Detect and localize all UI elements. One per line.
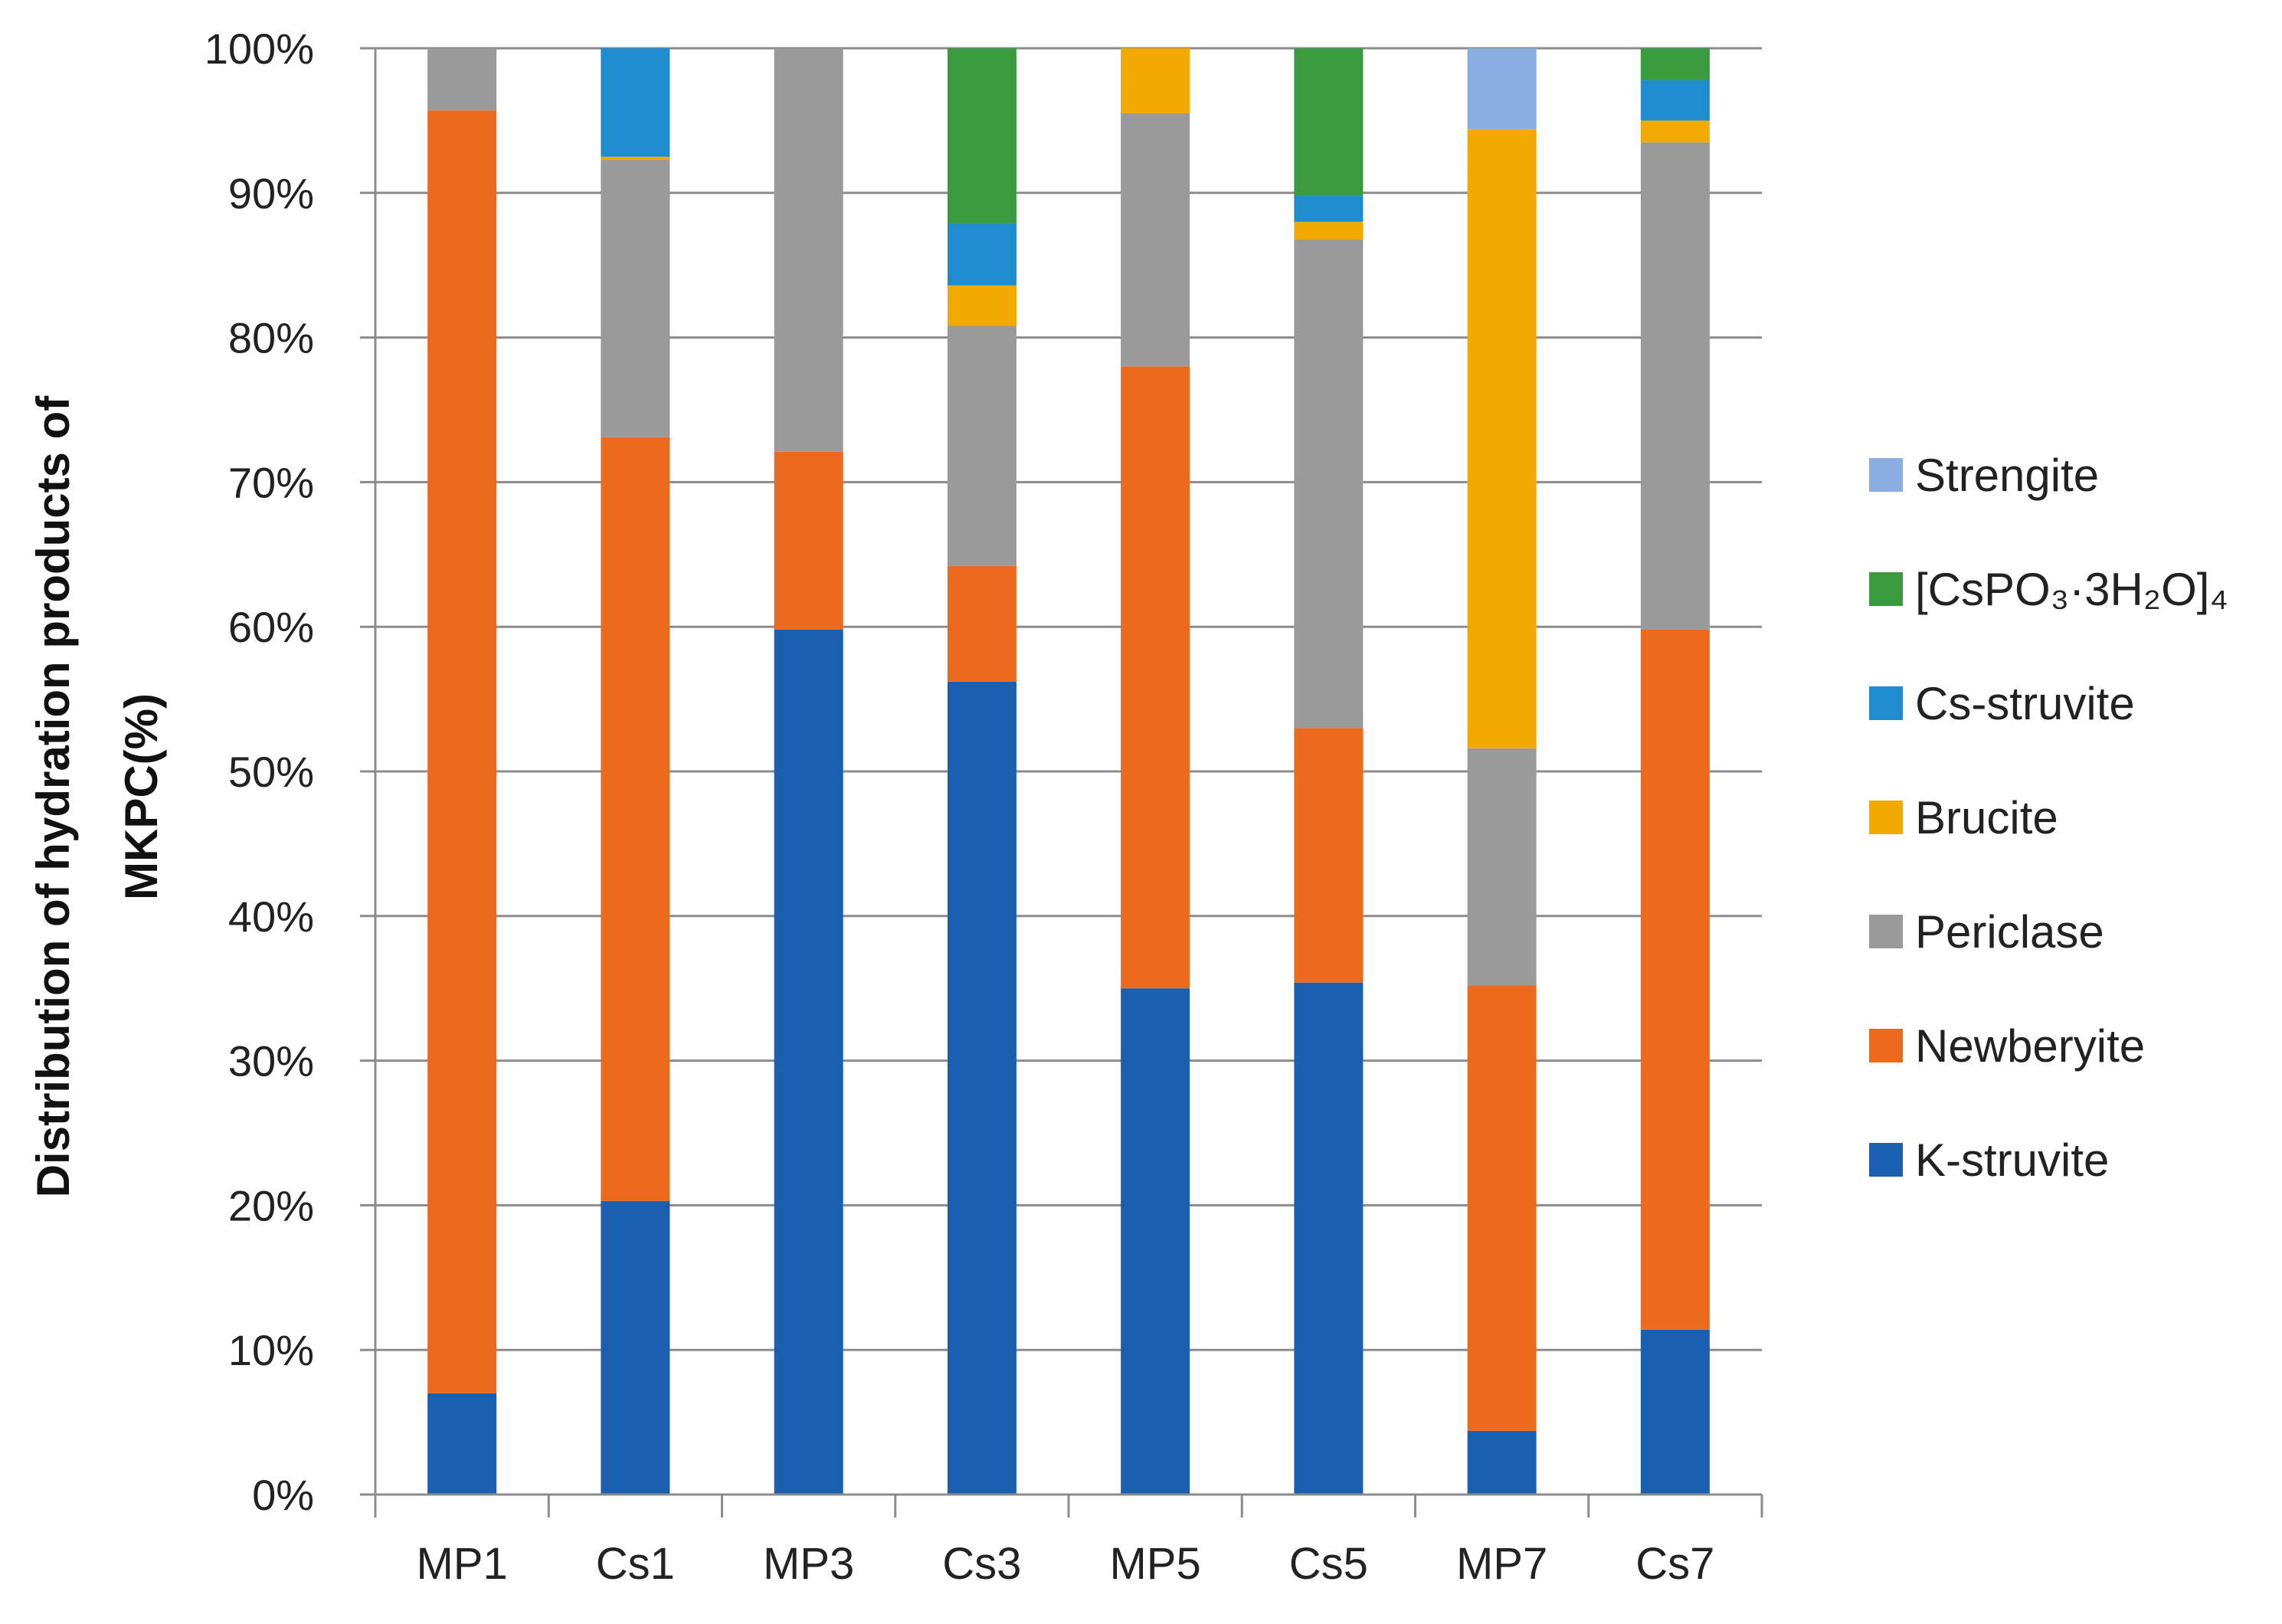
y-tick-label: 20%	[228, 1181, 314, 1229]
bar-segment	[1640, 629, 1710, 1330]
bar-segment	[1294, 221, 1364, 240]
legend-swatch	[1869, 458, 1903, 492]
legend-swatch	[1869, 1029, 1903, 1062]
bar-segment	[1467, 985, 1537, 1431]
x-tick-label: Cs3	[942, 1539, 1021, 1589]
bar-segment	[601, 48, 670, 157]
bar-segment	[947, 223, 1017, 286]
gridlines	[360, 47, 1762, 1496]
x-tick-label: MP3	[763, 1539, 854, 1589]
bar-segment	[774, 451, 843, 630]
legend-label: Newberyite	[1915, 1020, 2145, 1072]
bar-segment	[947, 48, 1017, 224]
legend-swatch	[1869, 572, 1903, 606]
bar-segment	[1467, 1430, 1537, 1495]
bar-segment	[1121, 113, 1190, 367]
bar-segment	[1640, 1329, 1710, 1495]
bar-segment	[1467, 48, 1537, 129]
bar-segment	[1294, 239, 1364, 729]
bar-segment	[601, 1200, 670, 1495]
legend-label: Periclase	[1915, 906, 2104, 958]
y-tick-label: 90%	[228, 169, 314, 218]
bar-segment	[1640, 120, 1710, 142]
bars-layer	[427, 48, 1710, 1495]
legend-swatch	[1869, 801, 1903, 834]
bar-segment	[1640, 142, 1710, 630]
bar-segment	[947, 326, 1017, 566]
bar-segment	[1294, 48, 1364, 196]
bar-segment	[947, 565, 1017, 682]
x-tick-label: Cs5	[1289, 1539, 1368, 1589]
bar-segment	[601, 159, 670, 437]
legend-swatch	[1869, 686, 1903, 720]
bar-segment	[1640, 48, 1710, 80]
y-tick-label: 70%	[228, 458, 314, 506]
bar-segment	[1467, 748, 1537, 986]
y-axis-label-line1: Distribution of hydration products of	[28, 395, 79, 1198]
x-tick-labels: MP1 Cs1 MP3 Cs3 MP5 Cs5 MP7 Cs7	[416, 1539, 1714, 1589]
y-tick-label: 30%	[228, 1037, 314, 1085]
bar-segment	[1294, 195, 1364, 222]
legend-swatch	[1869, 915, 1903, 948]
y-tick-label: 0%	[252, 1471, 314, 1519]
bar-segment	[774, 48, 843, 452]
bar-segment	[1294, 728, 1364, 983]
bar-segment	[774, 629, 843, 1495]
bar-segment	[1467, 129, 1537, 748]
legend-label: Cs-struvite	[1915, 678, 2135, 729]
y-tick-label: 10%	[228, 1326, 314, 1374]
legend-label: Strengite	[1915, 450, 2099, 501]
x-tick-label: MP7	[1456, 1539, 1547, 1589]
bar-segment	[1121, 366, 1190, 989]
bar-segment	[427, 110, 497, 1393]
bar-segment	[1121, 48, 1190, 113]
bar-segment	[427, 1393, 497, 1495]
legend-label: Brucite	[1915, 792, 2058, 843]
y-tick-label: 80%	[228, 314, 314, 362]
y-tick-label: 50%	[228, 748, 314, 796]
bar-segment	[601, 437, 670, 1201]
bar-segment	[1294, 982, 1364, 1495]
bar-segment	[947, 681, 1017, 1495]
y-axis-label-line2: MKPC(%)	[116, 693, 167, 900]
y-tick-label: 100%	[205, 25, 314, 73]
y-tick-label: 40%	[228, 892, 314, 941]
legend-label: K-struvite	[1915, 1135, 2109, 1186]
x-tick-label: Cs7	[1635, 1539, 1714, 1589]
bar-segment	[1640, 80, 1710, 121]
legend: Strengite [CsPO₃·3H₂O]₄ Cs-struvite Brucite…	[1869, 450, 2228, 1186]
axes	[374, 48, 1763, 1518]
x-tick-label: MP1	[416, 1539, 507, 1589]
x-tick-label: MP5	[1109, 1539, 1200, 1589]
bar-segment	[601, 156, 670, 160]
bar-segment	[1121, 988, 1190, 1495]
y-tick-labels: 0% 10% 20% 30% 40% 50% 60% 70% 80% 90% 100%	[205, 25, 314, 1519]
legend-label: [CsPO₃·3H₂O]₄	[1915, 564, 2228, 615]
bar-segment	[947, 285, 1017, 326]
legend-swatch	[1869, 1143, 1903, 1177]
y-tick-label: 60%	[228, 603, 314, 651]
bar-segment	[427, 48, 497, 111]
x-tick-label: Cs1	[596, 1539, 675, 1589]
